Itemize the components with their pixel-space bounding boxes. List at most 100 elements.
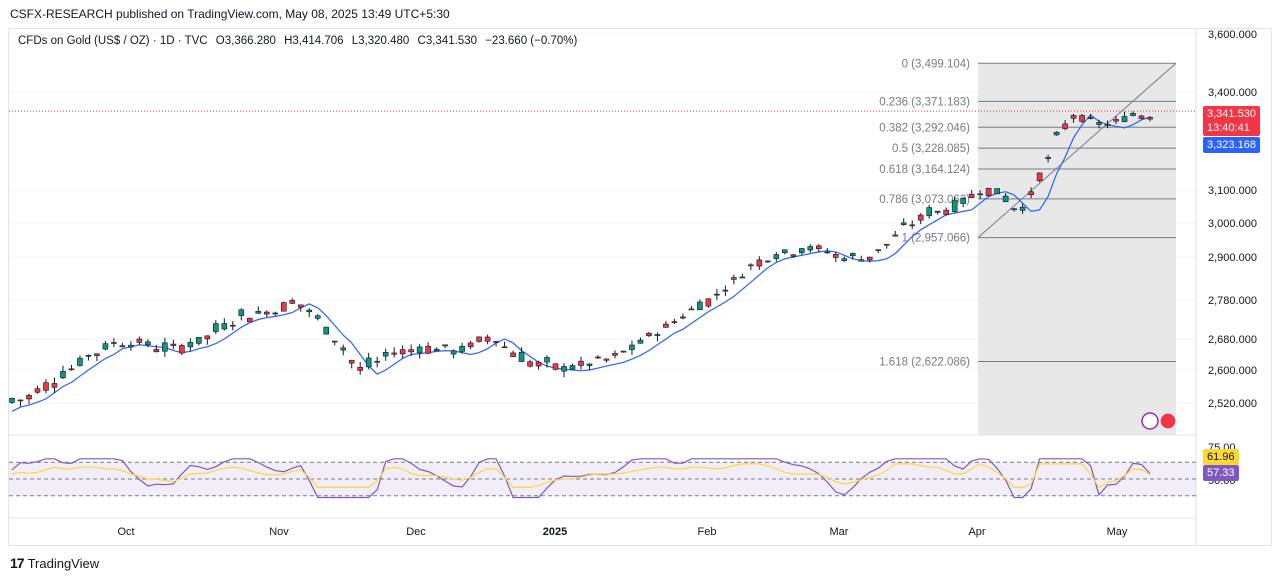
candle-down — [476, 336, 482, 342]
fib-level-label: 1.618 (2,622.086) — [879, 356, 970, 368]
candle-down — [43, 382, 49, 391]
price-tick-label: 3,100.000 — [1208, 185, 1257, 197]
candle-up — [934, 210, 941, 213]
fib-trend-line — [977, 62, 1177, 238]
price-tick-label: 2,780.000 — [1208, 295, 1257, 307]
candle-up — [272, 312, 279, 315]
fib-level-label: 0.786 (3,073.062) — [879, 194, 970, 206]
rsi-ma-tag: 57.33 — [1203, 465, 1239, 481]
candle-down — [179, 345, 185, 354]
candle-up — [849, 253, 856, 257]
time-axis-label: Apr — [968, 526, 985, 538]
candle-up — [680, 316, 686, 319]
candle-down — [832, 254, 839, 258]
candle-down — [917, 214, 924, 221]
candle-down — [51, 383, 58, 388]
candle-up — [255, 310, 262, 314]
candle-up — [77, 357, 83, 366]
candle-down — [501, 346, 508, 349]
candle-up — [748, 264, 754, 267]
candle-up — [145, 341, 151, 346]
candle-down — [1138, 115, 1145, 119]
candle-up — [162, 342, 168, 352]
close-value: C3,341.530 — [417, 35, 477, 47]
chart-frame — [8, 28, 1272, 546]
price-tick-label: 3,000.000 — [1208, 218, 1257, 230]
lightning-icon — [1141, 412, 1159, 430]
candle-down — [705, 298, 712, 307]
candle-down — [425, 345, 431, 354]
candle-up — [1104, 124, 1111, 126]
candle-down — [646, 332, 652, 337]
candle-up — [900, 222, 907, 225]
candle-up — [1045, 157, 1051, 159]
candle-down — [263, 311, 270, 315]
candle-up — [450, 350, 457, 355]
candle-down — [756, 259, 763, 267]
price-tick-label: 2,900.000 — [1208, 252, 1257, 264]
candle-down — [731, 277, 737, 280]
candle-up — [433, 348, 440, 352]
candle-up — [544, 357, 550, 363]
candle-down — [1062, 123, 1068, 129]
ma-price-tag: 3,323.168 — [1203, 137, 1260, 153]
candle-up — [459, 345, 465, 352]
candle-up — [629, 344, 635, 350]
fib-level-label: 0.382 (3,292.046) — [879, 122, 970, 134]
candle-up — [858, 259, 865, 262]
candle-down — [408, 349, 414, 353]
ma-price-label: 3,323.168 — [1207, 139, 1256, 151]
fib-level-label: 0.618 (3,164.124) — [879, 164, 970, 176]
last-price-label: 3,341.530 — [1207, 108, 1256, 120]
candle-down — [484, 336, 491, 342]
candle-up — [85, 355, 92, 357]
open-value: O3,366.280 — [215, 35, 276, 47]
change-value: −23.660 (−0.70%) — [485, 35, 578, 47]
candle-up — [213, 323, 219, 332]
candle-down — [391, 352, 397, 355]
low-value: L3,320.480 — [351, 35, 410, 47]
candle-down — [815, 245, 822, 250]
candle-up — [714, 293, 720, 296]
candle-up — [722, 289, 729, 292]
candle-up — [1087, 117, 1094, 119]
time-axis-label: Nov — [269, 526, 289, 538]
time-axis-label: Mar — [830, 526, 849, 538]
candle-down — [985, 187, 992, 196]
brand-label: TradingView — [27, 555, 100, 571]
candle-up — [518, 351, 525, 362]
candle-down — [467, 342, 474, 348]
candle-up — [892, 234, 899, 237]
candle-up — [1011, 208, 1017, 211]
candle-down — [866, 256, 873, 261]
candle-down — [230, 324, 236, 327]
candle-down — [136, 338, 143, 343]
price-tick-label: 3,600.000 — [1208, 29, 1257, 41]
high-value: H3,414.706 — [284, 35, 344, 47]
fib-level-label: 0.236 (3,371.183) — [879, 96, 970, 108]
footer-brand[interactable]: 17 TradingView — [10, 555, 99, 571]
rsi-ma-line — [11, 463, 1151, 489]
candle-up — [1096, 122, 1102, 125]
candle-up — [561, 366, 567, 372]
candle-up — [1130, 112, 1136, 116]
candle-down — [527, 361, 533, 367]
candle-up — [773, 254, 780, 259]
candle-up — [586, 363, 593, 366]
candle-up — [187, 341, 194, 348]
rsi-line — [11, 458, 1151, 499]
candle-up — [102, 343, 109, 350]
candle-down — [1113, 119, 1119, 122]
candle-up — [340, 347, 347, 351]
candle-down — [493, 341, 499, 343]
candle-up — [416, 346, 423, 354]
candle-up — [841, 258, 848, 261]
candle-down — [671, 321, 678, 323]
candle-up — [926, 207, 932, 217]
candle-up — [994, 188, 1000, 195]
candle-up — [637, 339, 644, 344]
candle-down — [94, 353, 100, 356]
candle-down — [688, 308, 695, 311]
fib-level-label: 0 (3,499.104) — [902, 58, 971, 70]
